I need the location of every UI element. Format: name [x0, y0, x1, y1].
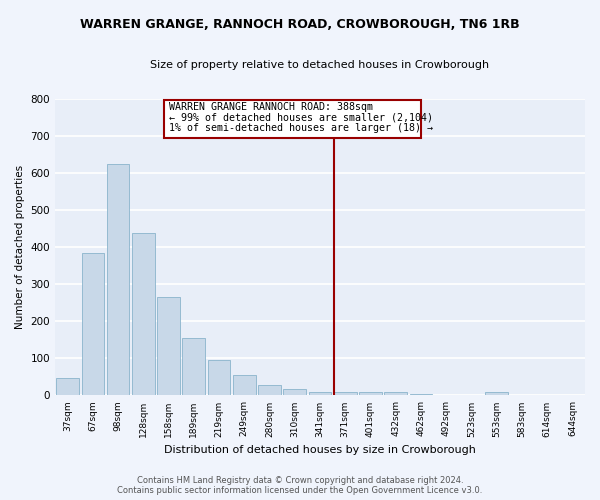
Bar [334, 392, 356, 396]
Text: WARREN GRANGE RANNOCH ROAD: 388sqm: WARREN GRANGE RANNOCH ROAD: 388sqm [169, 102, 373, 113]
Text: WARREN GRANGE, RANNOCH ROAD, CROWBOROUGH, TN6 1RB: WARREN GRANGE, RANNOCH ROAD, CROWBOROUGH… [80, 18, 520, 30]
Title: Size of property relative to detached houses in Crowborough: Size of property relative to detached ho… [151, 60, 490, 70]
Text: ← 99% of detached houses are smaller (2,104): ← 99% of detached houses are smaller (2,… [169, 112, 433, 122]
Y-axis label: Number of detached properties: Number of detached properties [15, 165, 25, 329]
Text: Contains HM Land Registry data © Crown copyright and database right 2024.
Contai: Contains HM Land Registry data © Crown c… [118, 476, 482, 495]
Bar [157, 297, 180, 396]
Bar [107, 164, 130, 396]
Bar [56, 378, 79, 396]
Bar [385, 392, 407, 396]
Bar [182, 338, 205, 396]
Bar [283, 390, 306, 396]
Bar [410, 394, 433, 396]
Bar [82, 254, 104, 396]
Bar [359, 392, 382, 396]
Bar [132, 234, 155, 396]
Bar [258, 386, 281, 396]
Bar [208, 360, 230, 396]
Text: 1% of semi-detached houses are larger (18) →: 1% of semi-detached houses are larger (1… [169, 123, 433, 133]
Bar [485, 392, 508, 396]
Bar [233, 374, 256, 396]
Bar [308, 392, 331, 396]
X-axis label: Distribution of detached houses by size in Crowborough: Distribution of detached houses by size … [164, 445, 476, 455]
FancyBboxPatch shape [164, 100, 421, 138]
